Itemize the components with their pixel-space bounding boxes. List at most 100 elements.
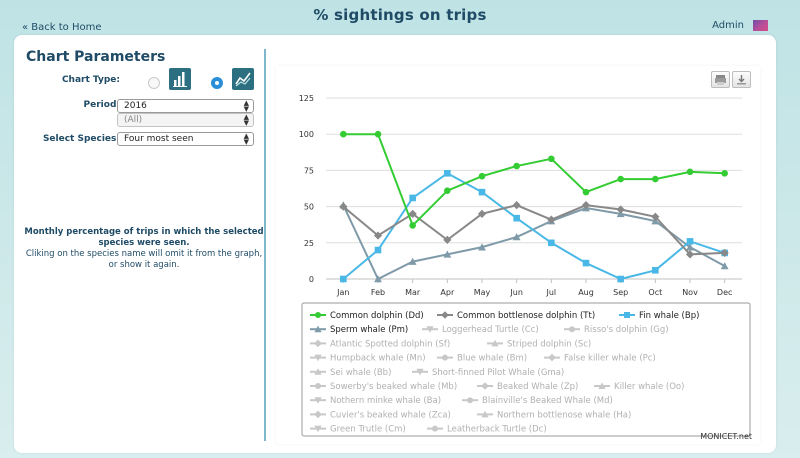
legend-item[interactable]: Common dolphin (Dd) [330,311,424,321]
data-point [478,243,486,251]
legend-symbol [315,312,321,318]
series-line [343,133,725,228]
legend-item[interactable]: Common bottlenose dolphin (Tt) [457,311,595,321]
y-tick-label: 75 [304,166,314,175]
y-tick-label: 0 [309,275,314,284]
legend-symbol [467,397,473,404]
x-tick-label: Aug [578,288,594,297]
legend-item[interactable]: Atlantic Spotted dolphin (Sf) [330,339,450,349]
y-tick-label: 100 [299,130,314,139]
legend-symbol [315,383,321,389]
data-point [582,259,590,267]
data-point [720,248,729,258]
species-select-value: Four most seen [124,134,194,144]
period-label: Period: [83,100,120,110]
legend-item[interactable]: Northern bottlenose whale (Ha) [497,410,631,420]
legend-item[interactable]: Leatherback Turtle (Dc) [447,425,547,435]
line-chart-icon[interactable] [232,68,254,90]
print-chart-button[interactable] [711,71,730,88]
x-tick-label: May [474,288,491,297]
data-point [408,257,417,265]
species-select[interactable]: Four most seen ▲ ▼ [117,132,254,146]
legend-item[interactable]: Fin whale (Bp) [639,311,699,321]
select-arrows-icon: ▲ ▼ [243,99,249,113]
legend-item[interactable]: Sei whale (Bb) [330,368,391,378]
legend-item[interactable]: Sperm whale (Pm) [330,325,408,335]
x-tick-label: Dec [717,288,732,297]
data-point [548,239,555,247]
parameters-panel: Chart Parameters Chart Type: Period: 201… [14,35,264,453]
legend-item[interactable]: False killer whale (Pc) [564,354,656,364]
legend-item[interactable]: Green Trutle (Cm) [330,425,406,435]
legend-item[interactable]: Humpback whale (Mn) [330,354,426,364]
period-sub-select[interactable]: (All) ▲ ▼ [117,113,254,127]
back-to-home-link[interactable]: « Back to Home [22,22,102,33]
parameters-title: Chart Parameters [26,49,166,65]
period-sub-select-value: (All) [124,115,143,125]
x-tick-label: Jan [336,288,349,297]
y-tick-label: 25 [304,239,314,248]
info-line-3: Cliking on the species name will omit it… [25,249,263,259]
legend-symbol [416,368,424,376]
legend-symbol [598,382,606,389]
data-point [443,250,452,258]
panel-divider [264,49,266,441]
data-point [582,188,590,196]
legend-symbol [432,425,438,432]
legend-symbol [314,397,322,404]
x-tick-label: Nov [682,288,698,297]
period-select-value: 2016 [124,101,147,111]
x-tick-label: Apr [440,288,455,297]
legend-item[interactable]: Cuvier's beaked whale (Zca) [330,410,451,420]
chart-info-text: Monthly percentage of trips in which the… [24,227,264,271]
bar-chart-icon[interactable] [169,68,191,90]
language-flag-icon[interactable] [753,20,768,31]
species-label: Select Species: [42,134,120,144]
legend-item[interactable]: Short-finned Pilot Whale (Gma) [432,368,564,378]
legend-item[interactable]: Beaked Whale (Zp) [497,382,578,392]
select-arrows-icon: ▲ ▼ [243,113,249,127]
user-name[interactable]: Admin [712,20,744,31]
data-point [373,231,383,240]
chart-type-line-radio[interactable] [211,77,223,89]
data-point [512,233,521,241]
legend-item[interactable]: Blue whale (Bm) [457,354,527,364]
data-point [720,262,729,270]
legend-symbol [441,311,449,319]
legend-item[interactable]: Killer whale (Oo) [614,382,684,392]
data-point [409,194,416,202]
data-point [721,169,728,177]
x-tick-label: Jun [509,288,523,297]
data-point [686,238,694,245]
series-line [342,204,725,256]
data-point [547,215,556,224]
legend-item[interactable]: Sowerby's beaked whale (Mb) [330,382,457,392]
info-line-2: species were seen. [98,238,190,248]
legend-symbol [481,410,489,418]
x-tick-label: Mar [405,288,421,297]
data-point [444,169,451,177]
legend-item[interactable]: Blainville's Beaked Whale (Md) [482,396,613,406]
data-point [581,201,591,210]
main-panel: Chart Parameters Chart Type: Period: 201… [14,35,776,453]
legend-item[interactable]: Striped dolphin (Sc) [507,339,591,349]
legend-symbol [624,312,630,318]
info-line-1: Monthly percentage of trips in which the… [24,227,264,237]
data-point [686,168,694,176]
download-chart-button[interactable] [732,71,751,88]
info-line-4: or show it again. [108,260,180,270]
data-point [340,275,347,283]
period-select[interactable]: 2016 ▲ ▼ [117,99,254,113]
line-chart: 0 25 50 75 100 125 Jan Feb Mar Apr May Jun Jul Aug Sep… [299,94,751,437]
x-tick-label: Oct [648,288,662,297]
data-point [513,162,520,170]
data-point [513,214,520,222]
y-tick-label: 50 [304,203,314,212]
legend-item[interactable]: Risso's dolphin (Gg) [584,325,669,335]
data-point [478,188,486,196]
x-tick-label: Sep [613,288,628,297]
legend-item[interactable]: Nothern minke whale (Ba) [330,396,441,406]
page-title: % sightings on trips [313,6,487,24]
legend-item[interactable]: Loggerhead Turtle (Cc) [442,325,539,335]
chart-type-bar-radio[interactable] [148,77,160,89]
